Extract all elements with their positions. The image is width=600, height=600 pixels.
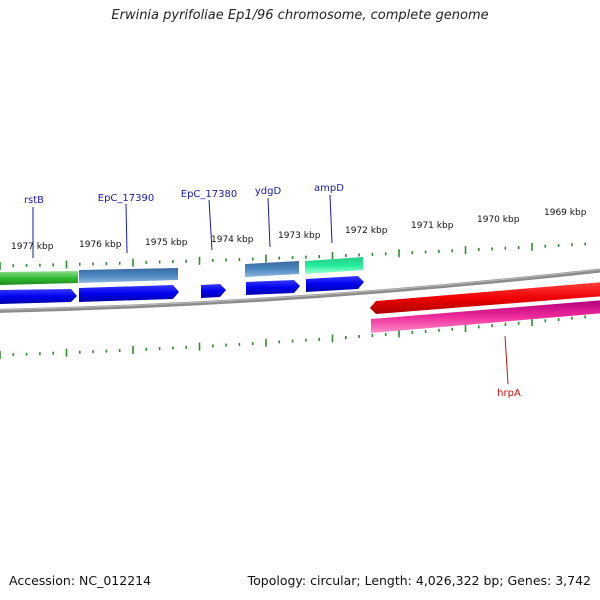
kbp-label: 1976 kbp: [79, 240, 122, 250]
kbp-label: 1975 kbp: [145, 238, 188, 248]
gene-label-rstB[interactable]: rstB: [24, 195, 44, 206]
kbp-label: 1972 kbp: [345, 226, 388, 236]
label-leaders: [32, 194, 509, 385]
gene-label-ydgD[interactable]: ydgD: [255, 186, 282, 197]
forward-features: [0, 257, 363, 285]
ampD-cds-arrow[interactable]: [306, 276, 364, 292]
rstB-cds-arrow[interactable]: [0, 289, 77, 304]
kbp-label: 1977 kbp: [11, 242, 54, 252]
kbp-label: 1970 kbp: [477, 215, 520, 225]
kbp-labels: 1977 kbp 1976 kbp 1975 kbp 1974 kbp 1973…: [11, 208, 587, 252]
kbp-label: 1969 kbp: [544, 208, 587, 218]
kbp-label: 1973 kbp: [278, 231, 321, 241]
gene-label-EpC_17380[interactable]: EpC_17380: [181, 189, 237, 200]
EpC_17390-feature[interactable]: [79, 268, 178, 283]
EpC_17380-cds-arrow[interactable]: [201, 284, 226, 298]
topology-text: Topology: circular; Length: 4,026,322 bp…: [247, 573, 591, 588]
gene-label-hrpA[interactable]: hrpA: [497, 388, 521, 399]
ampD-feature[interactable]: [305, 257, 363, 274]
map-title: Erwinia pyrifoliae Ep1/96 chromosome, co…: [111, 8, 489, 23]
kbp-label: 1971 kbp: [411, 221, 454, 231]
gene-labels: rstB EpC_17390 EpC_17380 ydgD ampD hrpA: [24, 183, 521, 399]
outer-tick-ring: [0, 242, 587, 270]
forward-cds-arrows: [0, 276, 364, 304]
chromosome-backbone: [0, 268, 600, 313]
rstB-feature[interactable]: [0, 271, 78, 285]
reverse-features: [370, 282, 600, 333]
gene-label-EpC_17390[interactable]: EpC_17390: [98, 193, 154, 204]
ydgD-cds-arrow[interactable]: [246, 280, 300, 295]
inner-tick-ring: [0, 315, 587, 359]
hrpA-cds-arrow[interactable]: [370, 282, 600, 314]
gene-label-ampD[interactable]: ampD: [314, 183, 344, 194]
hrpA-feature[interactable]: [371, 300, 600, 333]
ydgD-feature[interactable]: [245, 261, 299, 277]
EpC_17390-cds-arrow[interactable]: [79, 285, 179, 302]
kbp-label: 1974 kbp: [211, 235, 254, 245]
accession-text: Accession: NC_012214: [9, 573, 152, 588]
